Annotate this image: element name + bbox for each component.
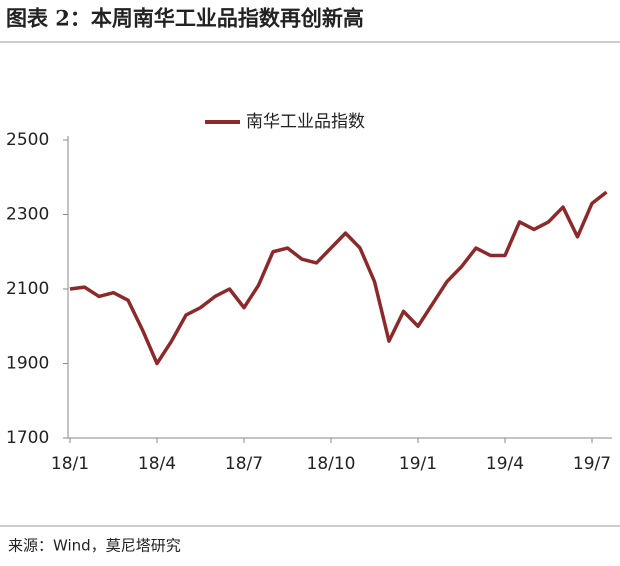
x-tick-label: 18/10 [307,454,356,474]
x-tick-label: 18/4 [138,454,176,474]
y-tick-label: 2100 [6,279,49,299]
line [69,190,608,366]
x-tick-label: 18/1 [51,454,89,474]
x-tick-label: 19/1 [399,454,437,474]
chart-title: 图表 2：本周南华工业品指数再创新高 [6,6,364,31]
legend-label: 南华工业品指数 [246,112,365,132]
x-tick-label: 18/7 [225,454,263,474]
y-tick-label: 2500 [6,130,49,150]
y-tick-label: 1900 [6,354,49,374]
x-tick-label: 19/4 [486,454,524,474]
source: 来源：Wind，莫尼塔研究 [8,537,181,555]
y-tick-label: 2300 [6,205,49,225]
y-tick-label: 1700 [6,428,49,448]
x-tick-label: 19/7 [573,454,611,474]
